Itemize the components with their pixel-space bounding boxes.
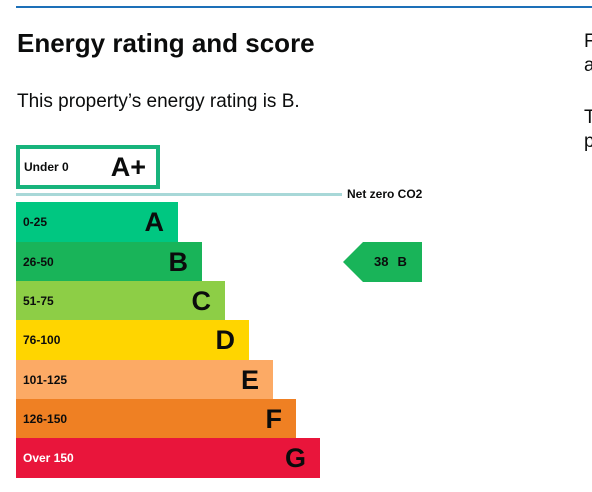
side-text-line: p (584, 131, 592, 152)
band-f: 126-150 F (16, 399, 296, 439)
current-rating-arrow (343, 242, 422, 282)
current-rating-letter: B (397, 254, 407, 269)
band-range-label: 126-150 (23, 412, 68, 426)
page-title: Energy rating and score (17, 28, 315, 58)
band-range-label: 0-25 (23, 215, 48, 229)
side-text-line: T (584, 107, 592, 128)
band-range-label: 101-125 (23, 373, 68, 387)
band-a: 0-25 A (16, 202, 178, 242)
side-column-text-2: T p (584, 106, 592, 154)
current-rating-score: 38 (374, 254, 389, 269)
band-letter: E (240, 365, 259, 395)
band-b: 26-50 B (16, 242, 202, 282)
side-text-line: F (584, 31, 592, 52)
band-range-label: Under 0 (24, 160, 69, 174)
band-a-plus: Under 0 A+ (16, 145, 160, 189)
net-zero-line (16, 193, 342, 196)
band-range-label: Over 150 (23, 451, 74, 465)
current-rating-text: 38 B (374, 242, 407, 282)
current-rating-marker: 38 B (343, 242, 422, 282)
side-column-text-1: F a (584, 30, 592, 78)
band-range-label: 76-100 (23, 333, 61, 347)
section-divider (16, 6, 592, 8)
band-d: 76-100 D (16, 320, 249, 360)
band-letter: G (284, 443, 306, 473)
band-range-label: 51-75 (23, 294, 54, 308)
band-g: Over 150 G (16, 438, 320, 478)
band-letter: A+ (110, 152, 146, 182)
band-letter: F (265, 404, 283, 434)
band-range-label: 26-50 (23, 255, 54, 269)
band-letter: A (144, 207, 165, 237)
band-letter: B (168, 247, 189, 277)
rating-summary: This property’s energy rating is B. (17, 91, 300, 112)
net-zero-label: Net zero CO2 (347, 187, 423, 201)
band-e: 101-125 E (16, 360, 273, 400)
band-letter: C (191, 286, 212, 316)
band-letter: D (215, 325, 236, 355)
side-text-line: a (584, 55, 592, 76)
band-c: 51-75 C (16, 281, 225, 321)
